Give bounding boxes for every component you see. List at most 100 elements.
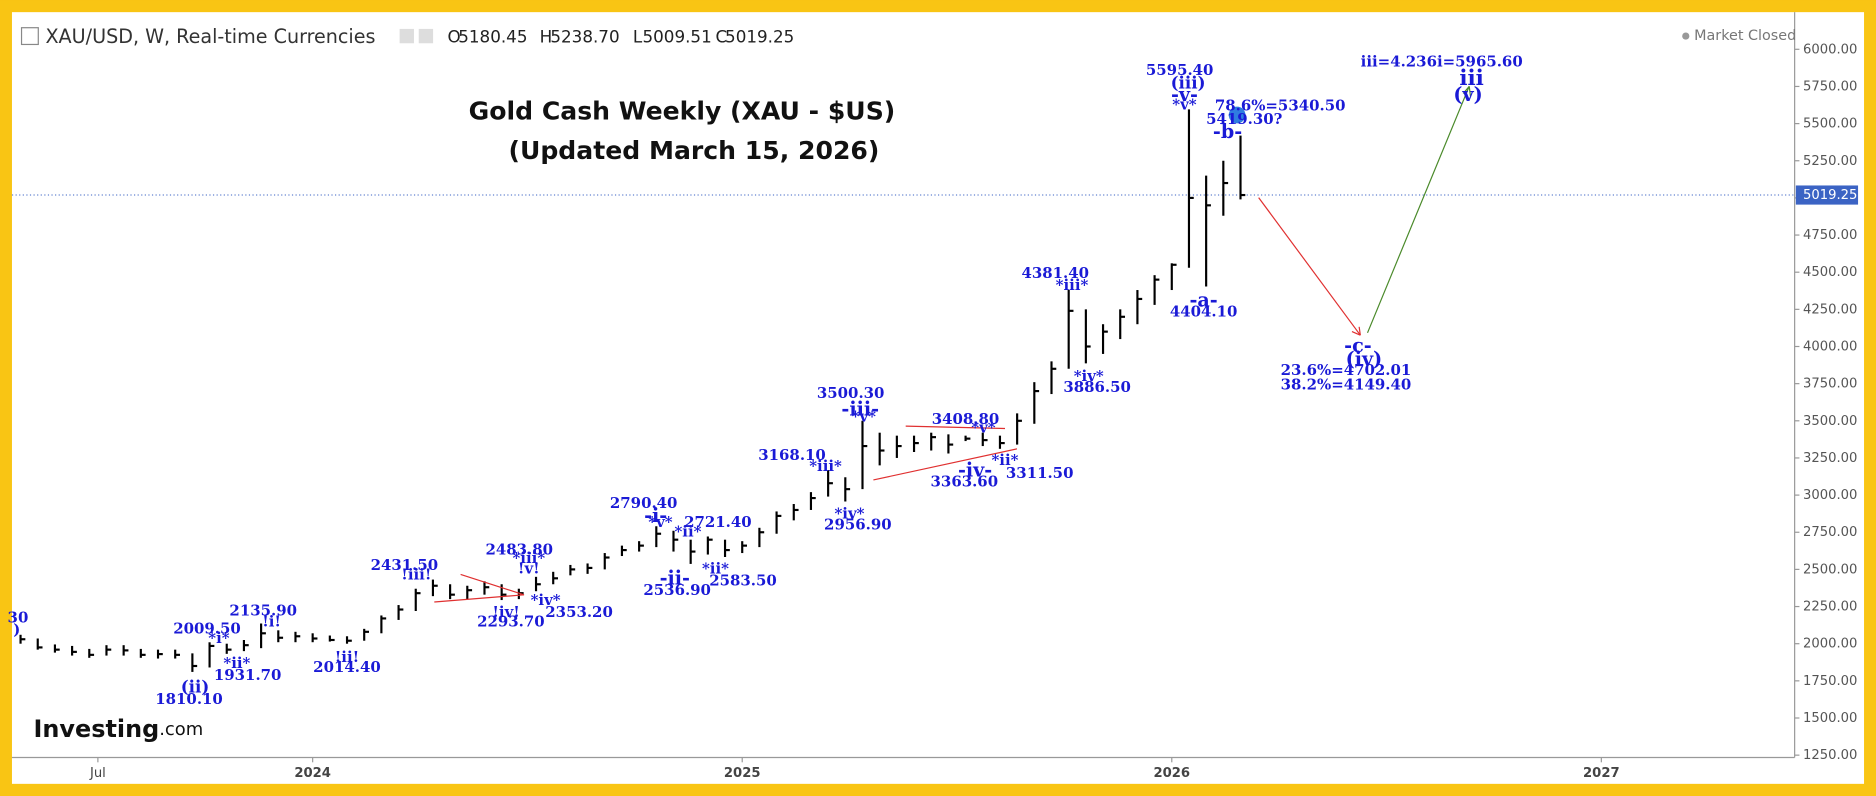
wave-annotation: 2293.70 — [477, 612, 545, 630]
trend-line — [460, 573, 525, 596]
wave-annotation: (iii) — [1171, 72, 1206, 92]
wave-annotation: -ii- — [660, 566, 690, 589]
trend-line — [873, 448, 1018, 481]
y-tick-label: 5750.00 — [1803, 79, 1857, 94]
wave-annotation: 2790.40 — [610, 494, 678, 512]
ohlc-value: 5009.51 — [642, 26, 711, 46]
wave-annotation: 5595.40 — [1146, 61, 1214, 79]
wave-annotation: 3363.60 — [931, 472, 999, 490]
wave-annotation: 3168.10 — [758, 446, 826, 464]
wave-annotation: !iii! — [401, 566, 431, 584]
wave-annotation: *iii* — [809, 457, 842, 475]
ohlc-value: 5238.70 — [550, 26, 619, 46]
ohlc-value: 5019.25 — [725, 26, 794, 46]
wave-annotation: -c- — [1344, 334, 1372, 357]
logo: Investing.com — [34, 715, 204, 743]
trend-line — [434, 594, 525, 603]
y-tick-label: 1250.00 — [1803, 748, 1857, 763]
icon — [418, 28, 434, 44]
wave-annotation: !v! — [518, 560, 540, 578]
wave-annotation: -v- — [1171, 83, 1198, 106]
wave-annotation: 1810.10 — [155, 690, 223, 708]
wave-annotation: *ii* — [223, 654, 250, 672]
y-tick-label: 1500.00 — [1803, 711, 1857, 726]
wave-annotation: 2014.40 — [313, 658, 381, 676]
last-price-tag — [1795, 185, 1859, 205]
y-tick-label: 5500.00 — [1803, 117, 1857, 132]
y-tick-label: 2500.00 — [1803, 562, 1857, 577]
wave-annotation: *ii* — [702, 560, 729, 578]
x-tick-label: 2026 — [1153, 766, 1190, 781]
wave-annotation: 3886.50 — [1063, 378, 1131, 396]
wave-annotation: *ii* — [992, 451, 1019, 469]
y-tick-label: 4750.00 — [1803, 228, 1857, 243]
wave-annotation: !iv! — [492, 603, 519, 621]
axes — [11, 12, 1796, 759]
y-tick-label: 3250.00 — [1803, 451, 1857, 466]
wave-annotation: ) — [13, 621, 20, 639]
wave-annotation: 30 — [8, 609, 29, 627]
x-tick-label: 2027 — [1583, 766, 1620, 781]
wave-annotation: -a- — [1189, 289, 1217, 312]
y-tick-label: 2000.00 — [1803, 637, 1857, 652]
wave-annotation: 2536.90 — [643, 581, 711, 599]
ohlc-key: O — [447, 26, 460, 46]
x-tick-label: 2025 — [724, 766, 761, 781]
ohlc-key: L — [633, 26, 643, 46]
wave-annotation: *iv* — [531, 591, 561, 609]
wave-annotation: 38.2%=4149.40 — [1281, 375, 1412, 393]
wave-annotation: 3500.30 — [817, 384, 885, 402]
ohlc-value: 5180.45 — [458, 26, 527, 46]
wave-annotation: *iii* — [512, 549, 545, 567]
wave-annotation: iii — [1459, 66, 1484, 91]
wave-annotation: 2009.50 — [173, 620, 241, 638]
trend-line — [905, 425, 1006, 430]
symbol-icon — [20, 27, 39, 46]
wave-annotation: *ii* — [674, 523, 701, 541]
wave-annotation: (iv) — [1346, 347, 1382, 370]
y-tick-label: 3500.00 — [1803, 414, 1857, 429]
ohlc-key: C — [715, 26, 727, 46]
wave-annotation: -iii- — [841, 398, 879, 421]
x-tick-label: 2024 — [294, 766, 331, 781]
last-price-label: 5019.25 — [1803, 188, 1857, 203]
logo-main: Investing — [34, 715, 160, 743]
y-tick-label: 1750.00 — [1803, 674, 1857, 689]
projection-arrow — [1366, 86, 1470, 334]
wave-annotation: *iv* — [834, 505, 864, 523]
icon — [399, 28, 414, 44]
wave-annotation: 2483.80 — [485, 541, 553, 559]
wave-annotation: *v* — [1172, 95, 1196, 113]
market-status: Market Closed — [1694, 28, 1796, 44]
wave-annotation: (ii) — [181, 677, 210, 697]
wave-annotation: 2353.20 — [545, 603, 613, 621]
wave-annotation: 2135.90 — [229, 602, 297, 620]
chart-title: Gold Cash Weekly (XAU - $US) — [469, 97, 896, 126]
y-tick-label: 2750.00 — [1803, 525, 1857, 540]
wave-annotation: 3408.80 — [932, 410, 1000, 428]
arrow-head — [1351, 326, 1361, 336]
wave-annotation: 5419.30? — [1206, 110, 1283, 128]
y-tick-label: 4250.00 — [1803, 302, 1857, 317]
arrow-head — [1462, 85, 1472, 96]
marker-icon — [1228, 106, 1246, 124]
wave-annotation: *v* — [852, 408, 876, 426]
wave-annotation: *iii* — [1056, 276, 1089, 294]
wave-annotation: 78.6%=5340.50 — [1215, 97, 1346, 115]
symbol: XAU/USD, W, Real-time Currencies — [45, 25, 375, 48]
wave-annotation: *i* — [208, 629, 229, 647]
y-tick-label: 3000.00 — [1803, 488, 1857, 503]
wave-annotation: -i- — [644, 504, 667, 527]
wave-annotation: *v* — [971, 419, 995, 437]
wave-annotation: 2431.50 — [371, 556, 439, 574]
header: XAU/USD, W, Real-time Currencies Market … — [20, 25, 1796, 48]
projection-arrow — [1258, 197, 1361, 336]
y-tick-label: 2250.00 — [1803, 600, 1857, 615]
wave-annotation: *iv* — [1074, 367, 1104, 385]
ticks: 1250.00 1500.00 1750.00 2000.00 2250.00 2500.… — [11, 42, 1859, 781]
wave-annotation: 4381.40 — [1021, 264, 1089, 282]
annotations: 30) 2009.50*i*(ii)1810.10*ii*1931.702135.… — [8, 52, 1523, 708]
y-tick-label: 4000.00 — [1803, 340, 1857, 355]
wave-annotation: 2583.50 — [709, 572, 777, 590]
